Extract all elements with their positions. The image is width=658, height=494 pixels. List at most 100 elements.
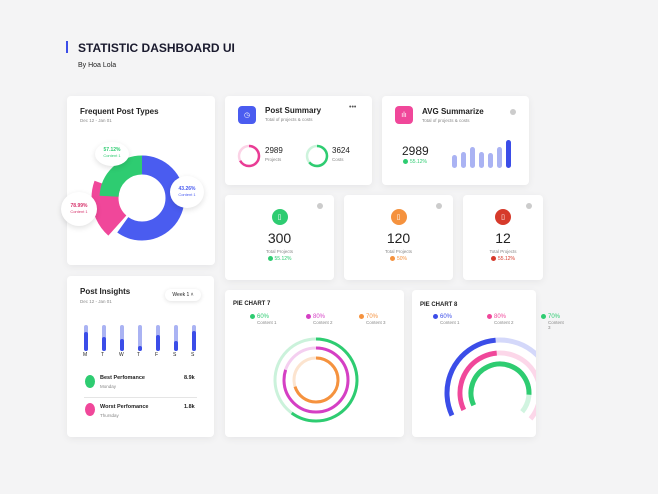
- avg-bar: [452, 154, 457, 168]
- pie-chart-7: [273, 337, 359, 423]
- arc-value: [468, 361, 532, 425]
- card-title: Post Summary: [265, 106, 322, 115]
- worst-value: 1.8k: [184, 404, 195, 410]
- insight-bar-fill: [156, 335, 160, 351]
- document-icon: ▯: [390, 209, 407, 225]
- label-bubble-pink: 78.99% Content 1: [61, 192, 97, 226]
- insight-bar-fill: [120, 339, 124, 351]
- legend-dot: [433, 314, 438, 319]
- legend-item: 80% Content 2: [306, 314, 333, 325]
- info-icon[interactable]: [317, 203, 323, 209]
- best-value: 8.9k: [184, 375, 195, 381]
- bar-chart-icon: ılı: [395, 106, 413, 124]
- stat-card: ▯ 120 Total Projects 50%: [344, 195, 453, 280]
- projects-ring: [237, 144, 261, 168]
- more-menu-button[interactable]: •••: [349, 104, 357, 111]
- legend-item: 60% Content 1: [433, 314, 460, 325]
- title-accent-bar: [66, 41, 68, 53]
- insight-bar-track: [120, 325, 124, 351]
- card-title: AVG Summarize: [422, 107, 484, 116]
- page-title: STATISTIC DASHBOARD UI: [78, 41, 235, 55]
- label-bubble-green: 57.12% Content 1: [95, 142, 129, 166]
- legend-dot: [306, 314, 311, 319]
- document-icon: ▯: [271, 209, 288, 225]
- avg-bar: [506, 139, 511, 168]
- insight-bar-track: [192, 325, 196, 351]
- insight-bar-fill: [174, 340, 178, 351]
- pie-chart-8-card: PIE CHART 8 60% Content 1 80% Content 2 70% C…: [412, 290, 564, 437]
- ring-value: [282, 346, 350, 414]
- donut-segment-pink: [91, 147, 193, 249]
- card-title: PIE CHART 7: [233, 301, 271, 307]
- card-subtitle: Total of projects & costs: [422, 118, 470, 123]
- best-performance-icon: [85, 375, 95, 388]
- chevron-up-icon: ˄: [190, 292, 194, 298]
- legend-item: 80% Content 2: [487, 314, 514, 325]
- pie-chart-8: [444, 337, 536, 437]
- stat-value: 12: [495, 230, 511, 246]
- avg-bar: [497, 147, 502, 168]
- page-author: By Hoa Lola: [78, 62, 117, 69]
- day-label: M: [83, 352, 88, 358]
- projects-label: Projects: [265, 157, 282, 162]
- ring-value: [273, 337, 359, 423]
- arc-track: [444, 337, 536, 437]
- post-summary-card: ◷ Post Summary Total of projects & costs…: [225, 96, 372, 185]
- insight-bar-fill: [138, 345, 142, 351]
- info-icon[interactable]: [436, 203, 442, 209]
- week-dropdown[interactable]: Week 1 ˄: [165, 289, 201, 301]
- pie-chart-7-card: PIE CHART 7 60% Content 1 80% Content 2 70% C…: [225, 290, 404, 437]
- card-subtitle: Total of projects & costs: [265, 117, 313, 122]
- avg-bar: [488, 153, 493, 168]
- day-label: T: [137, 352, 141, 358]
- frequent-post-types-card: Frequent Post Types Dec 12 - Jan 01 57.1…: [61, 96, 215, 265]
- stat-label: Total Projects: [384, 249, 412, 254]
- insight-bar-fill: [84, 331, 88, 351]
- clock-icon: ◷: [238, 106, 256, 124]
- insights-bar-chart: M T W T F S S: [81, 325, 199, 359]
- avg-summarize-card: ılı AVG Summarize Total of projects & co…: [382, 96, 529, 185]
- up-arrow-icon: [403, 159, 408, 165]
- day-label: T: [101, 352, 105, 358]
- document-icon: ▯: [495, 209, 511, 225]
- best-title: Best Perfomance: [100, 375, 145, 381]
- info-icon[interactable]: [510, 109, 516, 115]
- stat-change: 55.12%: [225, 256, 334, 262]
- day-label: W: [119, 352, 124, 358]
- change-icon: [267, 256, 273, 262]
- worst-day: Thursday: [100, 413, 119, 418]
- stat-change: 50%: [344, 256, 453, 262]
- stat-value: 300: [267, 230, 292, 246]
- stat-value: 120: [386, 230, 411, 246]
- avg-value: 2989: [402, 144, 429, 158]
- legend-dot: [487, 314, 492, 319]
- stat-label: Total Projects: [265, 249, 293, 254]
- change-icon: [389, 256, 395, 262]
- insight-bar-track: [138, 325, 142, 351]
- day-label: S: [191, 352, 195, 358]
- costs-value: 3624: [332, 146, 350, 155]
- avg-bar: [470, 147, 475, 168]
- card-date: Dec 12 - Jan 01: [80, 299, 112, 304]
- legend-dot: [541, 314, 546, 319]
- stat-label: Total Projects: [489, 249, 517, 254]
- insight-bar-track: [156, 325, 160, 351]
- arc-value: [444, 337, 536, 437]
- legend-item: 70% Content 3: [359, 314, 386, 325]
- avg-bar: [461, 151, 466, 168]
- insight-bar-fill: [192, 330, 196, 351]
- best-day: Monday: [100, 384, 117, 389]
- insight-bar-track: [84, 325, 88, 351]
- label-bubble-blue: 43.26% Content 1: [170, 176, 204, 208]
- avg-bar: [479, 151, 484, 168]
- worst-performance-icon: [85, 403, 95, 416]
- card-date: Dec 12 - Jan 01: [80, 118, 112, 123]
- avg-bar-chart: [452, 138, 516, 168]
- avg-change: 55.12%: [403, 159, 427, 165]
- ring-value: [292, 356, 340, 404]
- insight-bar-track: [174, 325, 178, 351]
- legend-dot: [250, 314, 255, 319]
- card-title: Post Insights: [80, 287, 131, 296]
- info-icon[interactable]: [526, 203, 532, 209]
- day-label: F: [155, 352, 159, 358]
